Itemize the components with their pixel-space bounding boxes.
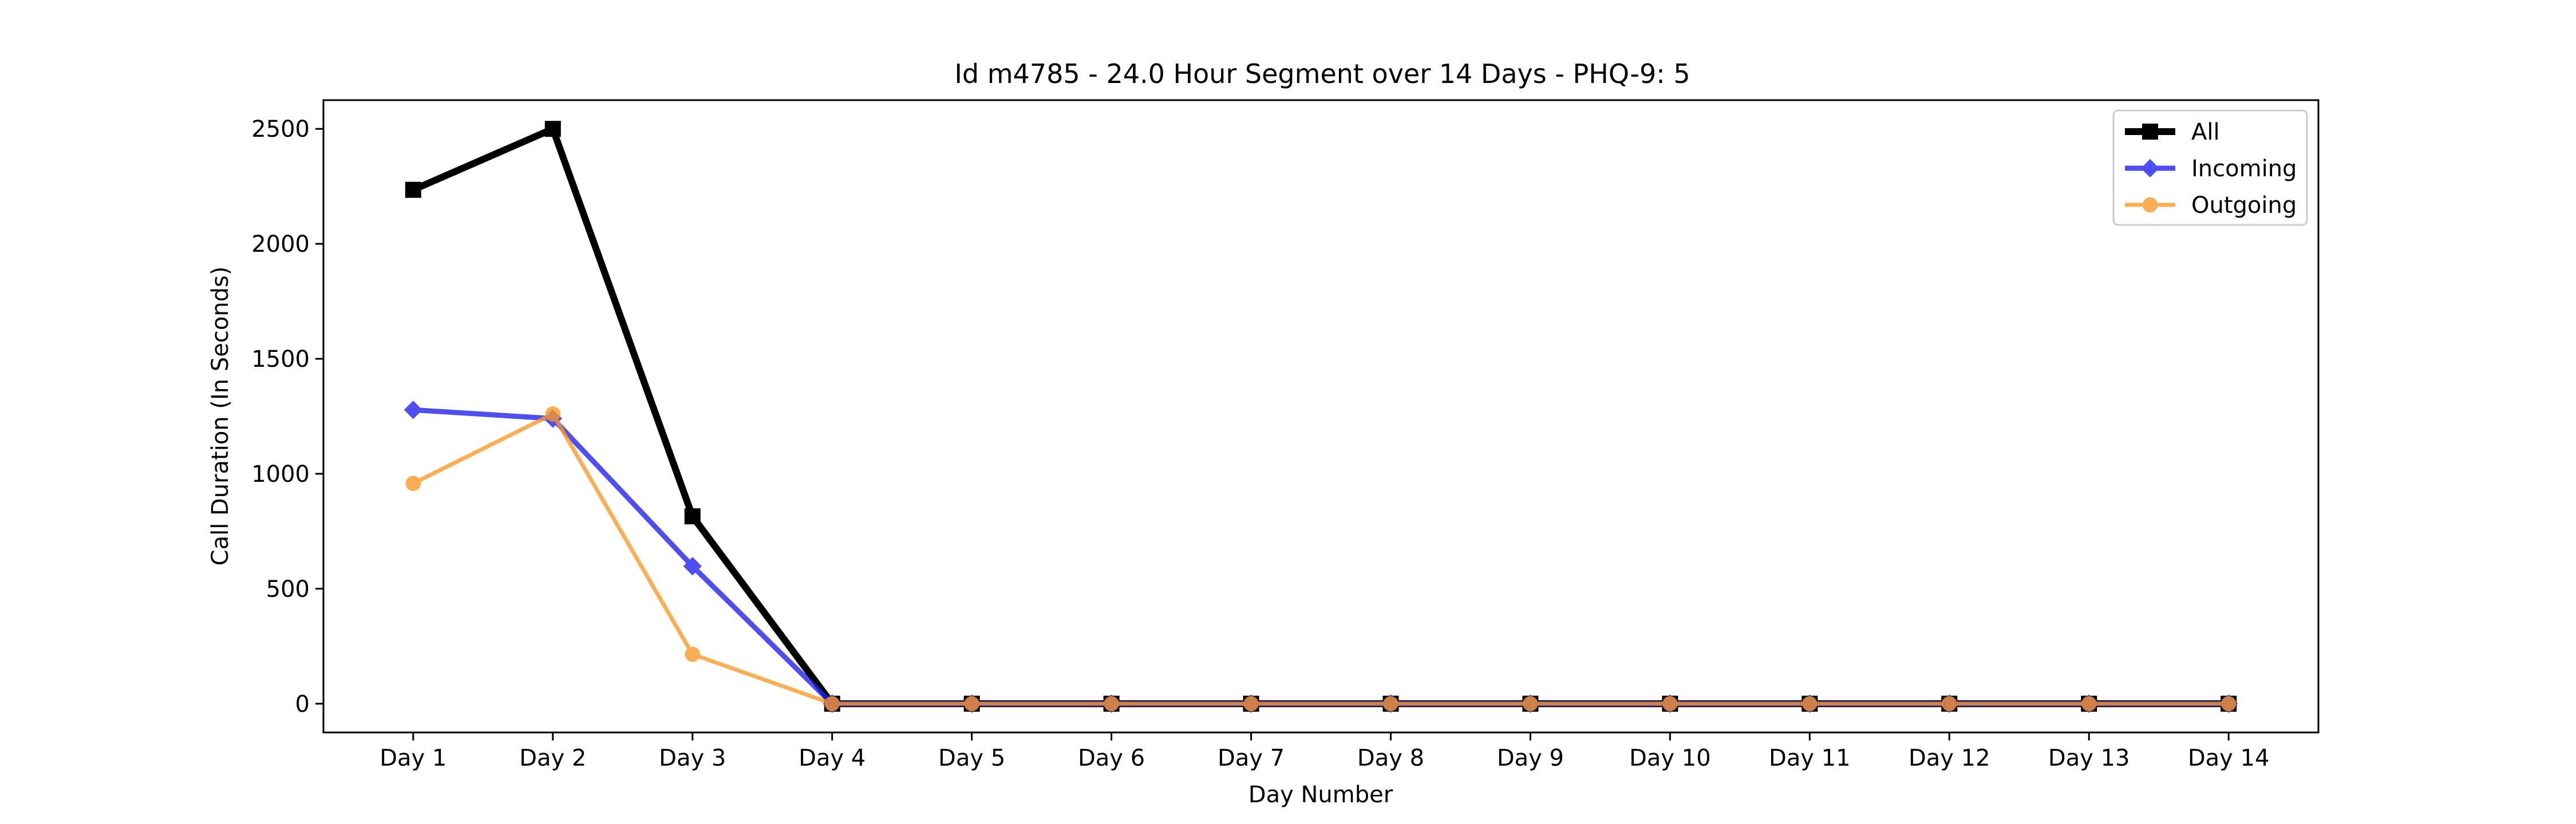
x-tick-label: Day 9 <box>1497 745 1564 771</box>
legend-incoming-label: Incoming <box>2191 156 2297 182</box>
series-outgoing-marker <box>2221 696 2237 712</box>
legend-incoming <box>2125 159 2175 178</box>
x-tick-label: Day 3 <box>659 745 726 771</box>
x-axis-label: Day Number <box>1249 782 1393 808</box>
x-tick-label: Day 1 <box>380 745 447 771</box>
series-incoming-marker <box>683 557 702 576</box>
y-tick-label: 2000 <box>251 231 310 258</box>
series-outgoing-marker <box>545 406 561 422</box>
x-tick-label: Day 10 <box>1629 745 1711 771</box>
chart-title: Id m4785 - 24.0 Hour Segment over 14 Day… <box>954 58 1690 89</box>
y-tick-label: 1000 <box>251 461 310 488</box>
series-outgoing-marker <box>1243 696 1259 712</box>
series-outgoing-marker <box>405 476 421 492</box>
legend-outgoing-label: Outgoing <box>2191 192 2297 219</box>
series-layer <box>404 121 2238 713</box>
series-outgoing-marker <box>1662 696 1678 712</box>
series-outgoing <box>405 406 2237 712</box>
x-tick-label: Day 4 <box>799 745 866 771</box>
series-all-marker <box>405 181 421 198</box>
series-outgoing-marker <box>2081 696 2097 712</box>
x-tick-label: Day 7 <box>1218 745 1285 771</box>
y-axis-label: Call Duration (In Seconds) <box>207 267 234 566</box>
legend-box <box>2112 109 2308 226</box>
y-tick-label: 2500 <box>251 116 310 142</box>
series-outgoing-marker <box>824 696 840 712</box>
series-outgoing-marker <box>1383 696 1398 712</box>
legend-outgoing-marker <box>2142 197 2158 213</box>
x-tick-label: Day 13 <box>2048 745 2130 771</box>
series-outgoing-marker <box>1104 696 1119 712</box>
y-axis: 0 500 1000 1500 2000 2500 <box>251 116 323 718</box>
x-tick-label: Day 11 <box>1769 745 1851 771</box>
x-tick-label: Day 2 <box>519 745 586 771</box>
legend-all <box>2125 124 2175 140</box>
x-tick-label: Day 12 <box>1909 745 1990 771</box>
y-tick-label: 500 <box>266 576 310 603</box>
series-all-marker <box>544 121 561 137</box>
y-tick-label: 0 <box>295 691 310 718</box>
x-tick-label: Day 14 <box>2188 745 2270 771</box>
series-outgoing-marker <box>964 696 979 712</box>
series-all-marker <box>684 508 701 525</box>
legend: All Incoming Outgoing <box>2112 109 2308 226</box>
x-tick-label: Day 6 <box>1078 745 1145 771</box>
x-tick-label: Day 8 <box>1357 745 1424 771</box>
legend-outgoing <box>2125 197 2175 213</box>
series-incoming-marker <box>404 401 422 419</box>
plot-area-frame <box>322 99 2320 734</box>
legend-all-marker <box>2142 124 2158 140</box>
series-outgoing-marker <box>1802 696 1818 712</box>
legend-incoming-marker <box>2140 159 2160 178</box>
x-axis: Day 1 Day 2 Day 3 Day 4 Day 5 Day 6 Day 7 Day 8… <box>380 732 2269 771</box>
series-outgoing-line <box>412 411 2229 706</box>
series-outgoing-marker <box>685 647 701 662</box>
x-tick-label: Day 5 <box>938 745 1005 771</box>
legend-all-label: All <box>2191 119 2220 145</box>
y-tick-label: 1500 <box>251 346 310 373</box>
series-outgoing-marker <box>1523 696 1538 712</box>
series-outgoing-marker <box>1941 696 1957 712</box>
